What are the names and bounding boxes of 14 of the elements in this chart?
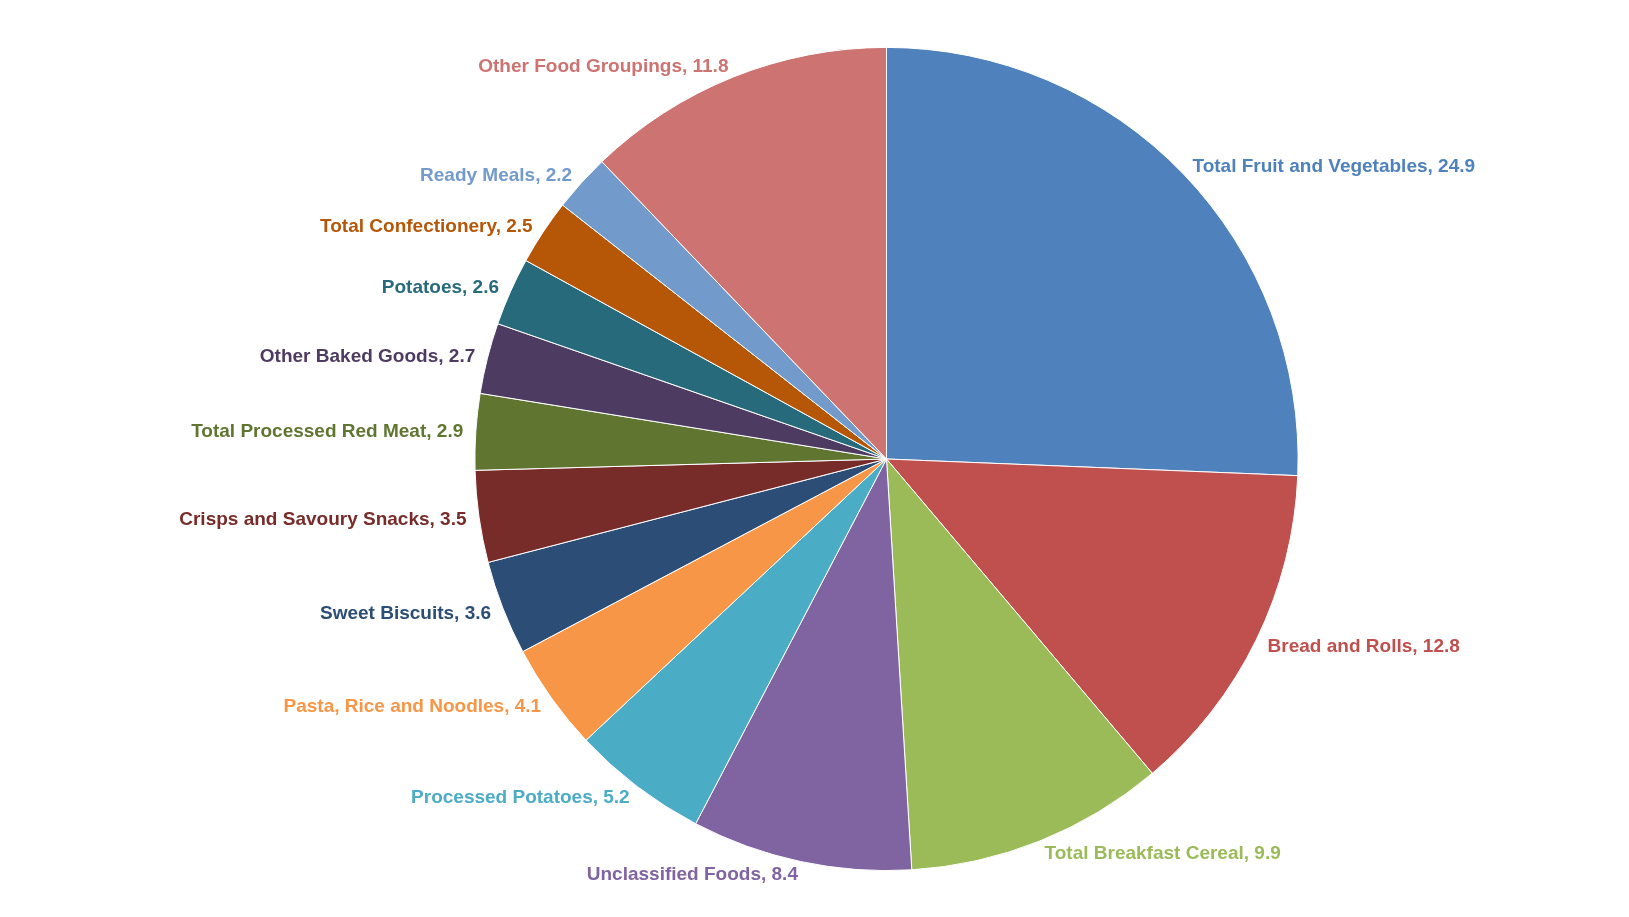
slice-label: Pasta, Rice and Noodles, 4.1 [283,694,542,716]
slice-label: Total Fruit and Vegetables, 24.9 [1192,154,1476,176]
slice-label: Processed Potatoes, 5.2 [411,786,630,808]
slice-label: Potatoes, 2.6 [381,275,499,297]
slice-label: Crisps and Savoury Snacks, 3.5 [179,508,467,530]
slice-label: Total Confectionery, 2.5 [320,214,534,236]
slice-label: Ready Meals, 2.2 [420,163,573,185]
slice-label: Other Baked Goods, 2.7 [259,344,476,366]
slice-label: Other Food Groupings, 11.8 [478,54,729,76]
slice-label: Unclassified Foods, 8.4 [586,863,799,885]
slice-label: Bread and Rolls, 12.8 [1267,634,1460,656]
slice-label: Total Breakfast Cereal, 9.9 [1044,842,1281,864]
slice-label: Sweet Biscuits, 3.6 [320,602,492,624]
slice-label: Total Processed Red Meat, 2.9 [191,420,464,442]
